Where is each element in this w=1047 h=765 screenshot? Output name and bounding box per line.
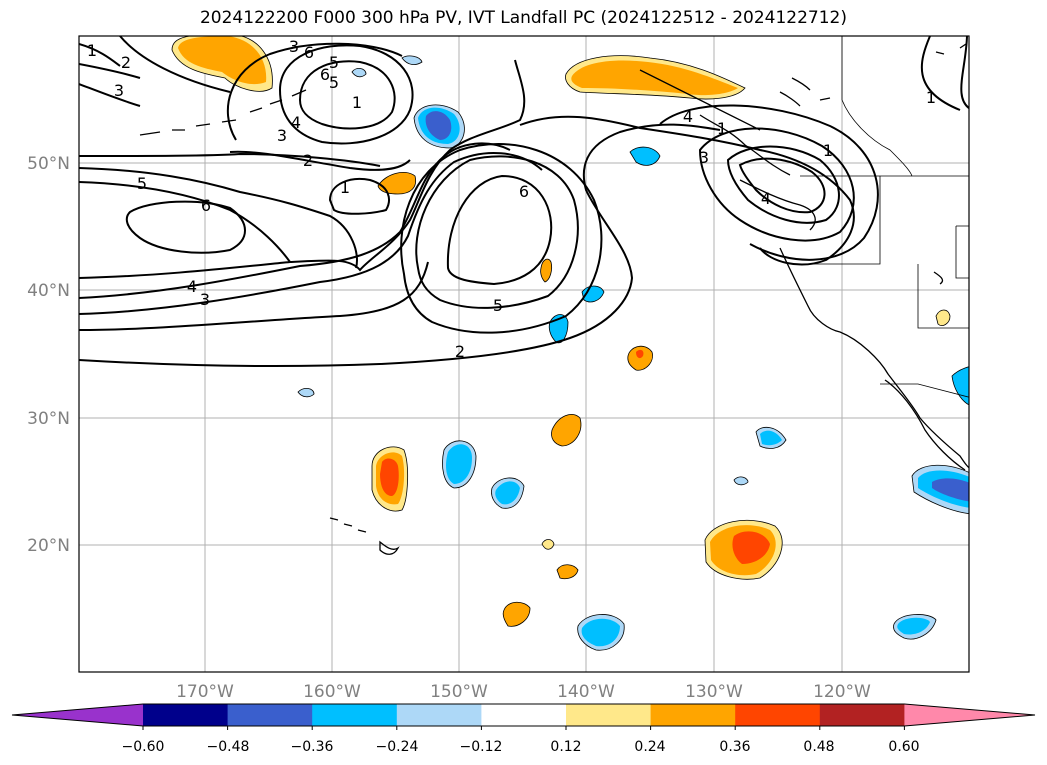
ivt-positive-area [556, 564, 579, 580]
lat-label: 30°N [27, 409, 70, 429]
pv-contour-label: 2 [303, 151, 313, 170]
ivt-positive-area [732, 531, 770, 564]
ivt-negative-area [297, 388, 315, 398]
pv-contour-label: 3 [699, 148, 709, 167]
colorbar-tick-label: 0.12 [550, 739, 581, 755]
colorbar-segment [227, 704, 313, 726]
pv-contour-label: 1 [823, 141, 833, 160]
ivt-positive-area [551, 414, 582, 447]
ivt-negative-area [495, 481, 520, 505]
colorbar-tick-label: −0.48 [207, 739, 250, 755]
pv-contour-label: 6 [201, 196, 211, 215]
lon-label: 160°W [303, 682, 361, 702]
pv-contour-label: 1 [926, 88, 936, 107]
ivt-positive-area [541, 539, 555, 550]
colorbar-tick-label: −0.12 [460, 739, 503, 755]
ivt-positive-area [627, 345, 653, 371]
pv-contour-label: 3 [114, 81, 124, 100]
pv-contour-label: 1 [87, 41, 97, 60]
pv-contour-label: 3 [200, 290, 210, 309]
ivt-negative-area [932, 478, 969, 502]
pv-contour-label: 5 [329, 73, 339, 92]
colorbar-tick-label: 0.48 [803, 739, 834, 755]
colorbar [11, 703, 1036, 730]
map-frame [78, 35, 970, 673]
gridlines [79, 36, 969, 672]
political-borders [790, 36, 969, 398]
ivt-negative-area [629, 146, 661, 166]
ivt-negative-area [446, 444, 472, 484]
ivt-negative-area [897, 617, 930, 635]
pv-contour-label: 4 [187, 277, 197, 296]
ivt-negative-area [351, 68, 367, 78]
pv-contours [79, 36, 969, 368]
latitude-labels: 50°N 40°N 30°N 20°N [27, 154, 70, 556]
ivt-positive-area [380, 458, 399, 496]
colorbar-segment [566, 704, 652, 726]
ivt-positive-area [636, 349, 644, 359]
colorbar-tick-label: 0.60 [888, 739, 919, 755]
ivt-positive-area [935, 309, 951, 326]
lon-label: 130°W [685, 682, 743, 702]
pv-contour-label: 2 [455, 342, 465, 361]
lat-label: 50°N [27, 154, 70, 174]
lat-label: 40°N [27, 281, 70, 301]
pv-contour-label: 6 [519, 182, 529, 201]
colorbar-tick-label: −0.24 [376, 739, 419, 755]
lon-label: 120°W [813, 682, 871, 702]
pv-contour-label: 4 [291, 113, 301, 132]
ivt-positive-area [540, 258, 553, 283]
lon-label: 150°W [430, 682, 488, 702]
colorbar-tick-label: −0.60 [122, 739, 165, 755]
lat-label: 20°N [27, 536, 70, 556]
pv-contour-label: 5 [137, 174, 147, 193]
pv-contour-labels: 1 2 3 4 5 6 3 5 6 1 2 3 4 5 6 1 2 5 6 1 … [87, 37, 936, 361]
pv-contour-label: 1 [717, 119, 727, 138]
pv-contour-label: 1 [340, 178, 350, 197]
pv-contour-label: 3 [277, 126, 287, 145]
pv-contour-label: 4 [761, 189, 771, 208]
ivt-negative-area [760, 430, 782, 446]
pv-contour-label: 4 [683, 107, 693, 126]
pv-contour-label: 5 [329, 53, 339, 72]
ivt-positive-area [377, 172, 417, 195]
pv-contour-label: 2 [121, 53, 131, 72]
longitude-labels: 170°W 160°W 150°W 140°W 130°W 120°W [176, 682, 871, 702]
pv-contour-label: 6 [304, 43, 314, 62]
colorbar-segment [819, 704, 905, 726]
pv-contour-label: 1 [352, 93, 362, 112]
pv-contour-label: 5 [493, 296, 503, 315]
colorbar-segment [143, 704, 229, 726]
pv-contour-label: 3 [289, 37, 299, 56]
map-title: 2024122200 F000 300 hPa PV, IVT Landfall… [199, 8, 847, 28]
colorbar-segment [735, 704, 821, 726]
colorbar-extend-high [904, 704, 1035, 726]
ivt-positive-area [502, 601, 531, 627]
pv-contour-label: 6 [320, 65, 330, 84]
ivt-negative-area [581, 618, 620, 647]
colorbar-tick-label: 0.24 [634, 739, 665, 755]
coastlines [139, 43, 969, 555]
ivt-negative-area [425, 111, 452, 140]
colorbar-tick-label: 0.36 [719, 739, 750, 755]
ivt-negative-area [733, 476, 749, 486]
colorbar-segment [396, 704, 482, 726]
map-panel: 1 2 3 4 5 6 3 5 6 1 2 3 4 5 6 1 2 5 6 1 … [79, 36, 969, 672]
colorbar-segment [312, 704, 398, 726]
colorbar-tick-labels: −0.60 −0.48 −0.36 −0.24 −0.12 0.12 0.24 … [122, 739, 920, 755]
lon-label: 140°W [557, 682, 615, 702]
colorbar-segment [650, 704, 736, 726]
colorbar-tick-label: −0.36 [291, 739, 334, 755]
ivt-negative-area [401, 55, 423, 66]
colorbar-segment [481, 704, 567, 726]
colorbar-extend-low [12, 704, 143, 726]
ivt-negative-area [951, 366, 969, 406]
lon-label: 170°W [176, 682, 234, 702]
